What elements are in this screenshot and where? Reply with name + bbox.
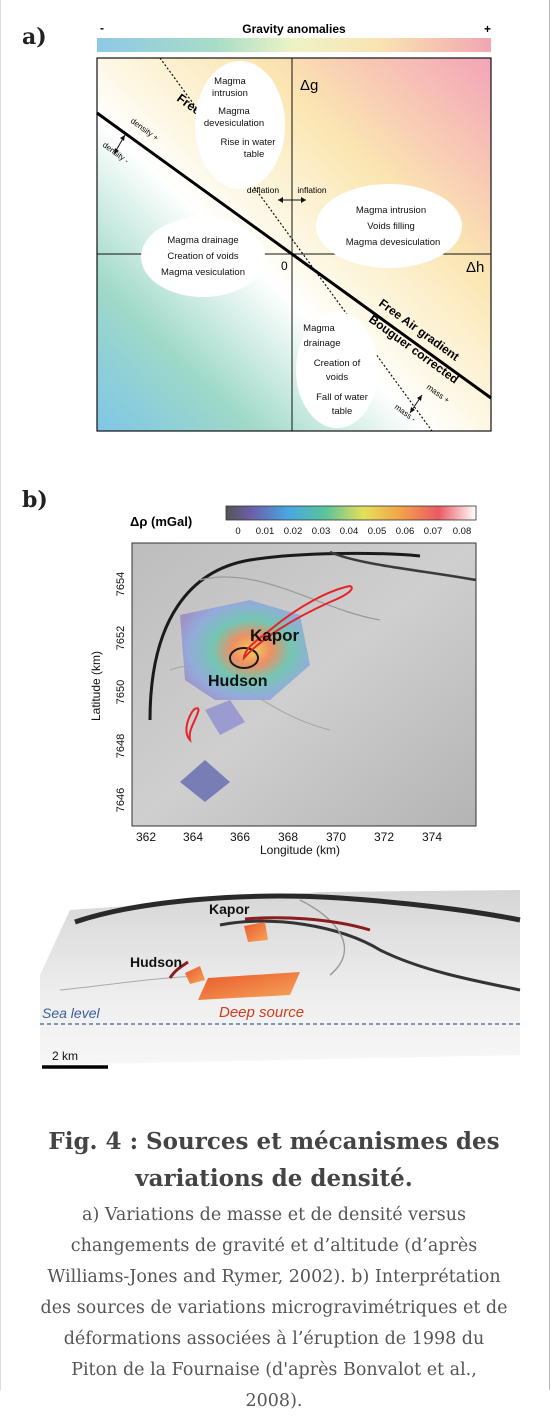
top-text-6: table (244, 149, 265, 160)
bar-plus: + (484, 22, 491, 36)
caption-line-5: déformations associées à l’éruption de 1… (63, 1329, 485, 1349)
bottom-text-5: Fall of water (316, 392, 368, 403)
colorbar-title: Δρ (mGal) (130, 514, 192, 529)
bar-minus: - (100, 21, 104, 35)
y-tick-3: 7648 (115, 734, 127, 758)
cbar-tick-0: 0 (235, 526, 240, 537)
cbar-tick-6: 0.06 (396, 526, 415, 537)
caption-line-1: a) Variations de masse et de densité ver… (82, 1205, 466, 1225)
y-tick-2: 7650 (115, 680, 127, 704)
panel-b-map: Δρ (mGal) 0 0.01 0.02 0.03 0.04 0.05 0.0… (89, 505, 477, 857)
x-axis-label: Longitude (km) (260, 843, 340, 857)
dh-label: Δh (466, 259, 484, 276)
ellipse-left (141, 217, 265, 297)
top-text-5: Rise in water (221, 137, 276, 148)
cbar-tick-7: 0.07 (424, 526, 443, 537)
panel-a-label: a) (22, 24, 47, 50)
3d-kapor-label: Kapor (209, 901, 250, 917)
bottom-text-2: drainage (304, 338, 341, 349)
caption-line-6: Piton de la Fournaise (d'après Bonvalot … (71, 1360, 477, 1380)
rim-ridge (74, 893, 521, 925)
dg-label: Δg (300, 77, 318, 94)
cbar-tick-8: 0.08 (453, 526, 472, 537)
cbar-tick-4: 0.04 (340, 526, 359, 537)
caption-line-4: des sources de variations microgravimétr… (40, 1298, 508, 1318)
x-tick-1: 364 (183, 830, 203, 844)
right-text-2: Voids filling (367, 221, 415, 232)
eruption-path-hudson (185, 707, 200, 744)
right-text-1: Magma intrusion (356, 205, 426, 216)
deep-source-label: Deep source (219, 1004, 304, 1021)
deep-source-wedge (198, 972, 300, 1000)
eruption-path-3d-kapor (244, 916, 371, 932)
bouguer-line (96, 111, 492, 400)
bottom-text-4: voids (326, 372, 348, 383)
inflation-label: inflation (297, 185, 327, 195)
left-text-2: Creation of voids (167, 251, 239, 262)
x-tick-3: 368 (278, 830, 298, 844)
gravity-anomaly-bar (97, 38, 491, 52)
eruption-path-3d-hudson (168, 960, 189, 979)
y-tick-0: 7654 (115, 572, 127, 596)
cbar-tick-3: 0.03 (312, 526, 331, 537)
top-text-4: devesiculation (204, 118, 264, 129)
source-hudson (185, 966, 205, 984)
x-tick-5: 372 (374, 830, 394, 844)
y-tick-1: 7652 (115, 626, 127, 650)
caption-line-2: changements de gravité et d’altitude (d’… (70, 1236, 478, 1256)
origin-label: 0 (281, 259, 288, 273)
panel-a-diagram: - Gravity anomalies + deflation inflatio… (96, 21, 492, 432)
deflation-label: deflation (247, 185, 279, 195)
3d-hudson-label: Hudson (130, 954, 182, 970)
x-tick-4: 370 (326, 830, 346, 844)
y-axis-label: Latitude (km) (89, 651, 103, 721)
x-tick-6: 374 (422, 830, 442, 844)
x-tick-2: 366 (230, 830, 250, 844)
left-text-3: Magma vesiculation (161, 267, 245, 278)
panel-b-3d-view: Kapor Hudson Deep source Sea level 2 km (40, 890, 521, 1069)
cbar-tick-1: 0.01 (256, 526, 275, 537)
caption-title-line-1: Fig. 4 : Sources et mécanismes des (48, 1128, 500, 1155)
right-text-3: Magma devesiculation (346, 237, 441, 248)
top-text-3: Magma (218, 106, 250, 117)
colorbar (225, 505, 477, 521)
top-text-2: intrusion (212, 88, 248, 99)
x-tick-0: 362 (136, 830, 156, 844)
eruption-path-kapor (242, 584, 353, 661)
bottom-text-1: Magma (303, 323, 335, 334)
ellipse-bottom (296, 312, 378, 428)
map-kapor-label: Kapor (250, 626, 300, 645)
map-hudson-label: Hudson (208, 673, 268, 690)
figure-caption-body: a) Variations de masse et de densité ver… (0, 1200, 548, 1417)
figure-frame (0, 0, 550, 1390)
anomaly-patch-south (180, 760, 230, 802)
caption-title-line-2: variations de densité. (135, 1165, 413, 1192)
top-text-1: Magma (214, 76, 246, 87)
caldera-rim (148, 551, 421, 721)
caption-line-3: Williams-Jones and Rymer, 2002). b) Inte… (47, 1267, 501, 1287)
left-text-1: Magma drainage (167, 235, 238, 246)
bottom-text-6: table (332, 406, 353, 417)
ellipse-right (316, 184, 462, 268)
panel-b-label: b) (22, 487, 48, 513)
sea-level-label: Sea level (42, 1005, 100, 1021)
bottom-text-3: Creation of (314, 358, 361, 369)
ellipse-top (195, 61, 285, 189)
scale-label: 2 km (52, 1049, 78, 1063)
cbar-tick-2: 0.02 (284, 526, 303, 537)
bar-title: Gravity anomalies (242, 22, 346, 36)
y-tick-4: 7646 (115, 788, 127, 812)
figure-caption-title: Fig. 4 : Sources et mécanismes des varia… (0, 1123, 548, 1197)
cbar-tick-5: 0.05 (368, 526, 387, 537)
source-kapor (244, 922, 268, 942)
